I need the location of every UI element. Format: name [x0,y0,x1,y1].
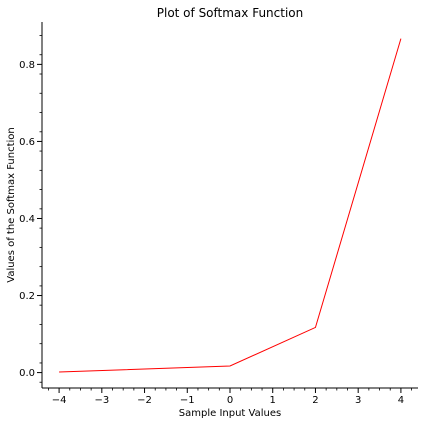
x-tick-label: −2 [137,395,152,406]
y-tick-label: 0.6 [19,137,35,148]
y-axis-ticks: 0.0 0.2 0.4 0.6 0.8 [19,35,42,383]
x-tick-label: −4 [52,395,67,406]
y-tick-label: 0.4 [19,214,35,225]
x-tick-label: 1 [270,395,276,406]
x-tick-label: 3 [355,395,361,406]
x-axis-ticks: −4 −3 −2 −1 0 1 2 3 4 [48,388,412,406]
y-axis-label: Values of the Softmax Function [6,127,17,283]
x-tick-label: 4 [398,395,404,406]
x-tick-label: 2 [312,395,318,406]
x-tick-label: 0 [227,395,233,406]
y-tick-label: 0.8 [19,60,35,71]
series-layer [59,38,402,373]
x-axis-label: Sample Input Values [179,408,281,419]
y-tick-label: 0.0 [19,368,35,379]
x-tick-label: −1 [180,395,195,406]
x-tick-label: −3 [94,395,109,406]
chart-title: Plot of Softmax Function [157,6,304,20]
y-tick-label: 0.2 [19,291,35,302]
softmax-series-line [59,38,402,373]
